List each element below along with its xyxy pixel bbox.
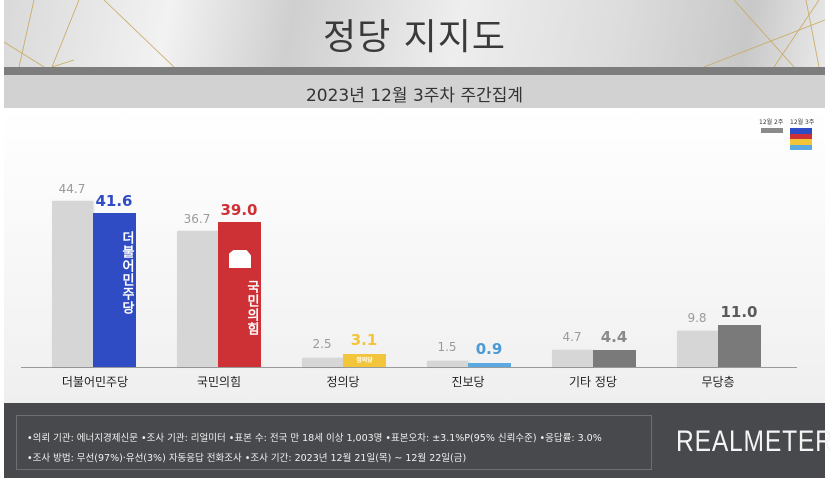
bar-prev-independent xyxy=(677,331,718,367)
survey-info-line-1: •의뢰 기관: 에너지경제신문 •조사 기관: 리얼미터 •표본 수: 전국 만… xyxy=(27,433,602,444)
survey-info-box: •의뢰 기관: 에너지경제신문 •조사 기관: 리얼미터 •표본 수: 전국 만… xyxy=(16,415,652,470)
bar-cur-ppp: 국민의힘 xyxy=(218,222,261,367)
page-subtitle: 2023년 12월 3주차 주간집계 xyxy=(305,86,524,106)
page-title: 정당 지지도 xyxy=(322,17,507,58)
bar-cur-democratic: 더불어민주당 xyxy=(93,213,136,367)
bar-cur-justice: 정의당 xyxy=(343,354,386,367)
bar-prev-justice xyxy=(302,358,343,367)
header-banner: 정당 지지도 xyxy=(4,0,825,67)
bar-prev-progressive xyxy=(427,361,468,367)
chart-baseline xyxy=(21,367,797,368)
bar-prev-other xyxy=(552,350,593,367)
survey-info-line-2: •조사 방법: 무선(97%)·유선(3%) 자동응답 전화조사 •조사 기간:… xyxy=(27,453,467,464)
legend-label-cur: 12월 3주 xyxy=(790,119,815,126)
subtitle-bar: 2023년 12월 3주차 주간집계 xyxy=(4,75,825,108)
category-label-democratic: 더불어민주당 xyxy=(61,375,129,389)
value-cur-democratic: 41.6 xyxy=(95,192,133,210)
category-label-other: 기타 정당 xyxy=(569,375,617,389)
divider-strip xyxy=(4,67,825,75)
value-prev-independent: 9.8 xyxy=(687,311,707,325)
gold-lines-decoration xyxy=(4,0,825,67)
value-prev-ppp: 36.7 xyxy=(183,212,211,226)
brand-logo: REALMETER xyxy=(676,425,830,458)
value-prev-justice: 2.5 xyxy=(312,337,332,351)
legend-swatch-cur xyxy=(790,128,812,150)
ppp-logo-icon xyxy=(229,250,251,268)
legend-swatch-prev xyxy=(761,128,783,133)
value-cur-other: 4.4 xyxy=(600,328,628,346)
legend-label-prev: 12월 2주 xyxy=(759,119,784,126)
bar-cur-progressive xyxy=(468,363,511,367)
bar-prev-democratic xyxy=(52,201,93,367)
bar-prev-ppp xyxy=(177,231,218,367)
bar-cur-other xyxy=(593,350,636,367)
category-label-ppp: 국민의힘 xyxy=(196,375,242,389)
value-cur-progressive: 0.9 xyxy=(475,340,503,358)
party-logo-justice: 정의당 xyxy=(356,357,373,364)
value-prev-other: 4.7 xyxy=(562,330,582,344)
value-prev-progressive: 1.5 xyxy=(437,340,457,354)
value-cur-ppp: 39.0 xyxy=(220,201,258,219)
category-label-justice: 정의당 xyxy=(326,375,360,389)
bar-cur-independent xyxy=(718,325,761,367)
value-prev-democratic: 44.7 xyxy=(58,182,86,196)
party-logo-democratic: 더불어민주당 xyxy=(119,231,134,315)
party-logo-ppp: 국민의힘 xyxy=(244,280,259,336)
value-cur-justice: 3.1 xyxy=(350,331,378,349)
footer-panel: •의뢰 기관: 에너지경제신문 •조사 기관: 리얼미터 •표본 수: 전국 만… xyxy=(4,403,830,478)
category-label-progressive: 진보당 xyxy=(451,375,485,389)
value-cur-independent: 11.0 xyxy=(720,303,758,321)
chart-legend: 12월 2주 12월 3주 xyxy=(757,116,817,152)
bottom-edge xyxy=(4,478,825,485)
category-label-independent: 무당층 xyxy=(701,375,735,389)
